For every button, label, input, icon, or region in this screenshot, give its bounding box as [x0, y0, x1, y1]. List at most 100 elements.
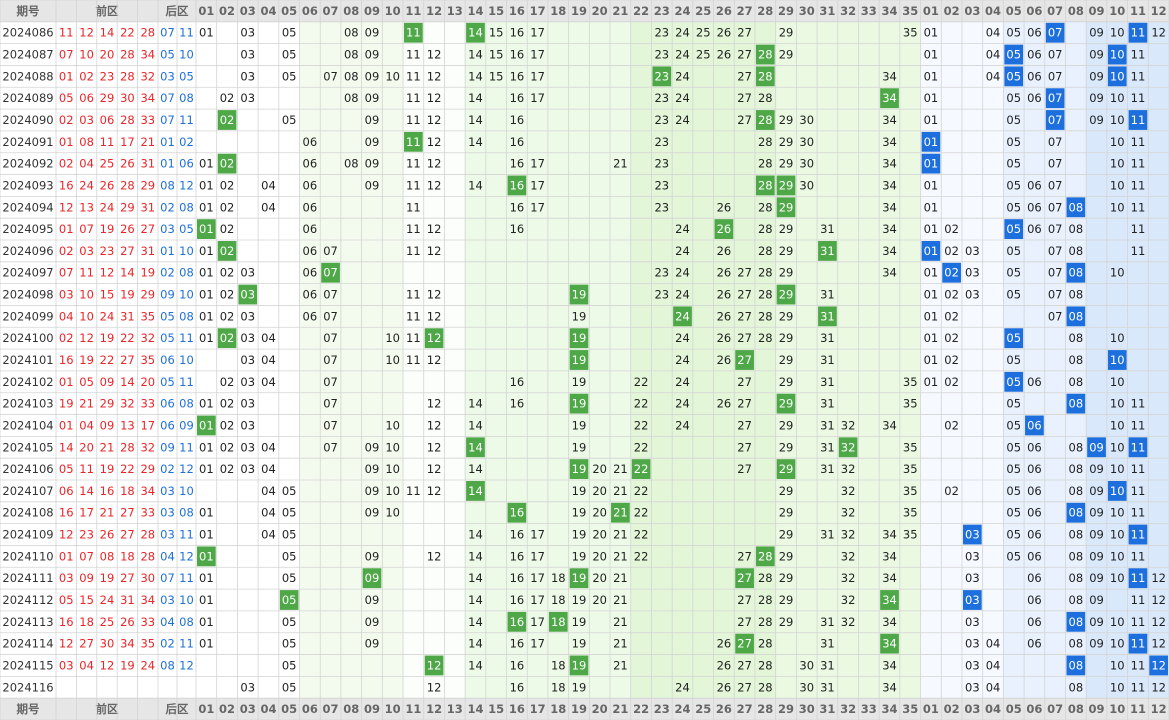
- front-trend: 28: [758, 331, 773, 345]
- front-number: 32: [140, 331, 155, 345]
- back-trend: 06: [1027, 48, 1042, 62]
- back-trend: 09: [1089, 484, 1104, 498]
- column-band: [361, 21, 383, 699]
- front-trend: 17: [530, 637, 545, 651]
- back-trend: 11: [1131, 178, 1146, 192]
- column-band: [444, 21, 466, 699]
- front-trend: 14: [468, 484, 483, 498]
- front-trend: 35: [903, 484, 918, 498]
- front-trend: 02: [220, 91, 235, 105]
- back-trend: 07: [1048, 266, 1063, 280]
- back-trend: 10: [1110, 135, 1125, 149]
- back-trend: 12: [1151, 637, 1166, 651]
- footer-cell: 14: [467, 702, 483, 716]
- back-number: 06: [160, 353, 175, 367]
- back-trend: 11: [1131, 113, 1146, 127]
- front-number: 20: [100, 48, 115, 62]
- front-number: 18: [79, 615, 94, 629]
- front-trend: 28: [758, 135, 773, 149]
- back-hit: [1107, 350, 1127, 370]
- back-trend: 10: [1110, 375, 1125, 389]
- back-number: 08: [160, 658, 175, 672]
- back-number: 10: [179, 593, 194, 607]
- footer-cell: 12: [1151, 702, 1167, 716]
- front-trend: 29: [779, 440, 794, 454]
- front-trend: 01: [199, 200, 214, 214]
- back-hit: [1149, 655, 1168, 676]
- front-number: 25: [100, 615, 115, 629]
- issue: 2024116: [2, 680, 53, 694]
- column-band: [1024, 21, 1045, 699]
- back-trend: 06: [1027, 375, 1042, 389]
- front-trend: 24: [675, 680, 690, 694]
- front-trend: 14: [468, 91, 483, 105]
- back-trend: 09: [1089, 440, 1104, 454]
- front-trend: 09: [365, 440, 380, 454]
- front-trend: 04: [261, 178, 276, 192]
- back-number: 06: [179, 157, 194, 171]
- front-trend: 09: [365, 69, 380, 83]
- front-trend: 04: [261, 200, 276, 214]
- back-trend: 08: [1069, 440, 1084, 454]
- front-trend: 12: [427, 397, 442, 411]
- back-trend: 04: [986, 658, 1001, 672]
- front-trend: 27: [737, 571, 752, 585]
- front-trend: 01: [199, 440, 214, 454]
- front-number: 28: [120, 48, 135, 62]
- front-trend: 21: [613, 637, 628, 651]
- issue: 2024109: [2, 528, 53, 542]
- back-trend: 01: [924, 331, 939, 345]
- back-trend: 10: [1110, 91, 1125, 105]
- front-hit: [321, 262, 340, 283]
- front-trend: 32: [841, 549, 856, 563]
- footer-cell: 03: [240, 702, 256, 716]
- back-number: 05: [160, 375, 175, 389]
- column-band: [382, 21, 404, 699]
- front-trend: 01: [199, 506, 214, 520]
- front-number: 14: [120, 375, 135, 389]
- back-trend: 06: [1027, 615, 1042, 629]
- back-trend: 01: [924, 244, 939, 258]
- front-trend: 09: [365, 135, 380, 149]
- front-number: 22: [100, 353, 115, 367]
- back-trend: 05: [1006, 462, 1021, 476]
- front-trend: 09: [365, 637, 380, 651]
- issue: 2024087: [2, 48, 53, 62]
- front-trend: 32: [841, 571, 856, 585]
- front-trend: 16: [510, 222, 525, 236]
- back-trend: 10: [1110, 571, 1125, 585]
- front-trend: 05: [282, 69, 297, 83]
- front-trend: 29: [779, 26, 794, 40]
- back-trend: 06: [1027, 26, 1042, 40]
- front-trend: 19: [572, 309, 587, 323]
- back-hit: [962, 590, 982, 610]
- back-number: 07: [160, 113, 175, 127]
- back-hit: [1066, 262, 1086, 283]
- front-number: 28: [120, 69, 135, 83]
- back-trend: 09: [1089, 26, 1104, 40]
- front-trend: 03: [240, 462, 255, 476]
- back-trend: 01: [924, 48, 939, 62]
- header-cell: 30: [799, 4, 815, 18]
- front-trend: 28: [758, 549, 773, 563]
- header-cell: 02: [219, 4, 235, 18]
- footer-cell: 01: [198, 702, 214, 716]
- footer-cell: 04: [985, 702, 1001, 716]
- front-trend: 29: [779, 113, 794, 127]
- front-trend: 23: [654, 288, 669, 302]
- front-trend: 16: [510, 26, 525, 40]
- front-trend: 34: [882, 91, 897, 105]
- front-trend: 16: [510, 69, 525, 83]
- front-trend: 34: [882, 178, 897, 192]
- back-hit: [1107, 44, 1127, 65]
- front-trend: 06: [303, 222, 318, 236]
- front-trend: 21: [613, 462, 628, 476]
- back-trend: 08: [1069, 288, 1084, 302]
- front-number: 29: [140, 462, 155, 476]
- front-trend: 27: [737, 440, 752, 454]
- front-hit: [466, 481, 485, 501]
- back-trend: 07: [1048, 69, 1063, 83]
- back-number: 02: [160, 637, 175, 651]
- front-trend: 01: [199, 244, 214, 258]
- front-trend: 12: [427, 462, 442, 476]
